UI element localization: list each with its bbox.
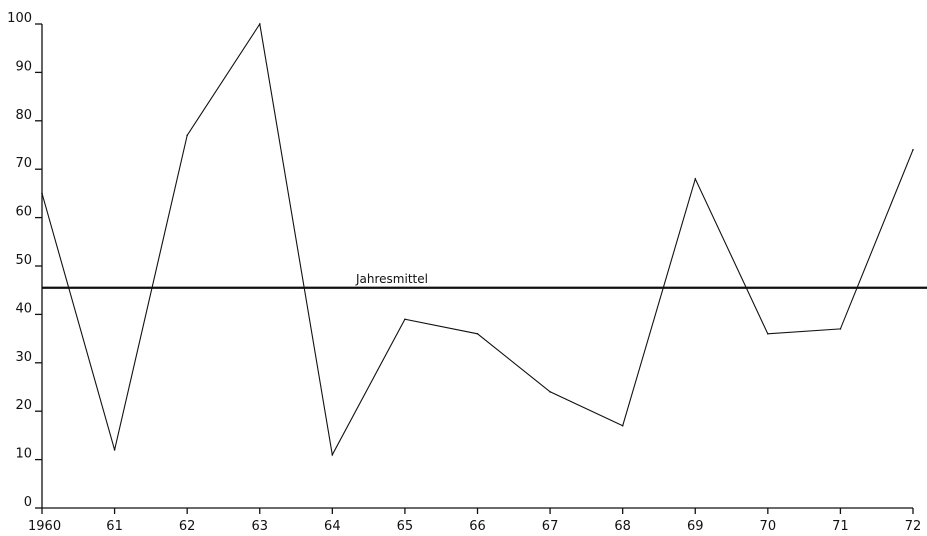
x-tick-label: 63 (251, 519, 268, 534)
x-tick-label: 61 (106, 519, 123, 534)
y-tick-label: 60 (15, 205, 32, 220)
y-tick-label: 20 (15, 398, 32, 413)
x-tick-label: 67 (542, 519, 559, 534)
x-tick-label: 64 (324, 519, 341, 534)
x-axis: 1960 61 62 63 64 65 66 67 68 69 70 71 72 (28, 507, 922, 534)
y-tick-label: 70 (15, 156, 32, 171)
x-tick-label: 65 (397, 519, 414, 534)
data-point (186, 134, 188, 137)
x-tick-label: 69 (687, 519, 704, 534)
series-group (41, 22, 914, 457)
data-point (113, 449, 116, 451)
x-tick-label: 66 (469, 519, 486, 534)
y-axis: 0 10 20 30 40 50 60 70 80 90 100 (7, 11, 43, 510)
data-point (41, 192, 43, 195)
x-tick-label: 70 (760, 519, 777, 534)
reference-line-group: Jahresmittel (42, 272, 927, 289)
data-point (476, 332, 479, 335)
x-tick-label: 68 (614, 519, 631, 534)
data-point (549, 391, 551, 393)
y-tick-label: 10 (15, 447, 32, 462)
data-point (331, 453, 334, 456)
y-tick-label: 90 (15, 59, 32, 74)
y-tick-label: 50 (15, 253, 32, 268)
data-point (404, 318, 406, 321)
series-line (41, 22, 914, 457)
data-point (839, 328, 842, 330)
mean-line-label: Jahresmittel (355, 272, 428, 286)
data-point (694, 178, 697, 180)
x-tick-label: 1960 (28, 519, 61, 534)
x-tick-label: 71 (832, 519, 849, 534)
y-tick-label: 80 (15, 108, 32, 123)
data-point (767, 332, 769, 335)
data-point (621, 424, 624, 427)
y-tick-label: 100 (7, 11, 32, 26)
data-point (912, 149, 914, 151)
data-point (258, 23, 261, 25)
y-tick-label: 30 (15, 350, 32, 365)
x-tick-label: 62 (179, 519, 196, 534)
y-tick-label: 0 (24, 495, 32, 510)
x-tick-label: 72 (905, 519, 922, 534)
y-tick-label: 40 (15, 301, 32, 316)
